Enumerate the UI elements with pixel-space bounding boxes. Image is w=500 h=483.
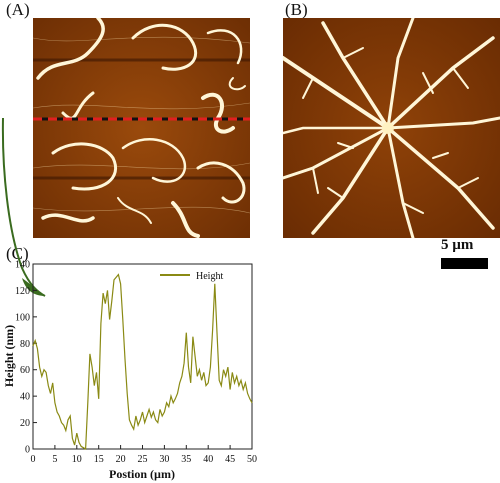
x-tick-label: 10 <box>72 454 82 465</box>
x-tick-label: 30 <box>159 454 169 465</box>
afm-image-a <box>33 18 250 238</box>
y-tick-label: 40 <box>20 392 30 403</box>
height-series-line <box>32 273 253 451</box>
y-tick-label: 60 <box>20 365 30 376</box>
x-tick-label: 25 <box>138 454 148 465</box>
afm-image-a-fibers <box>33 18 250 238</box>
scale-bar <box>441 258 488 269</box>
x-tick-label: 35 <box>181 454 191 465</box>
panel-label-a: (A) <box>6 0 30 19</box>
legend-label: Height <box>196 271 223 282</box>
afm-image-b <box>283 18 500 238</box>
x-tick-label: 45 <box>225 454 235 465</box>
x-tick-label: 15 <box>94 454 104 465</box>
x-tick-label: 40 <box>203 454 213 465</box>
x-tick-label: 5 <box>52 454 57 465</box>
y-tick-label: 0 <box>25 445 30 456</box>
x-tick-label: 20 <box>116 454 126 465</box>
y-tick-label: 100 <box>15 312 30 323</box>
panel-label-b: (B) <box>285 0 308 19</box>
x-tick-label: 50 <box>247 454 257 465</box>
y-tick-label: 120 <box>15 286 30 297</box>
y-tick-label: 140 <box>15 260 30 271</box>
y-tick-label: 20 <box>20 418 30 429</box>
x-axis-label: Postion (µm) <box>109 467 175 481</box>
afm-b-branches <box>283 18 500 238</box>
scale-bar-label: 5 µm <box>441 237 474 253</box>
afm-image-b-fibers <box>283 18 500 238</box>
x-tick-label: 0 <box>31 454 36 465</box>
y-axis-label: Height (nm) <box>2 325 16 387</box>
plot-area-frame <box>32 263 253 450</box>
y-tick-label: 80 <box>20 339 30 350</box>
